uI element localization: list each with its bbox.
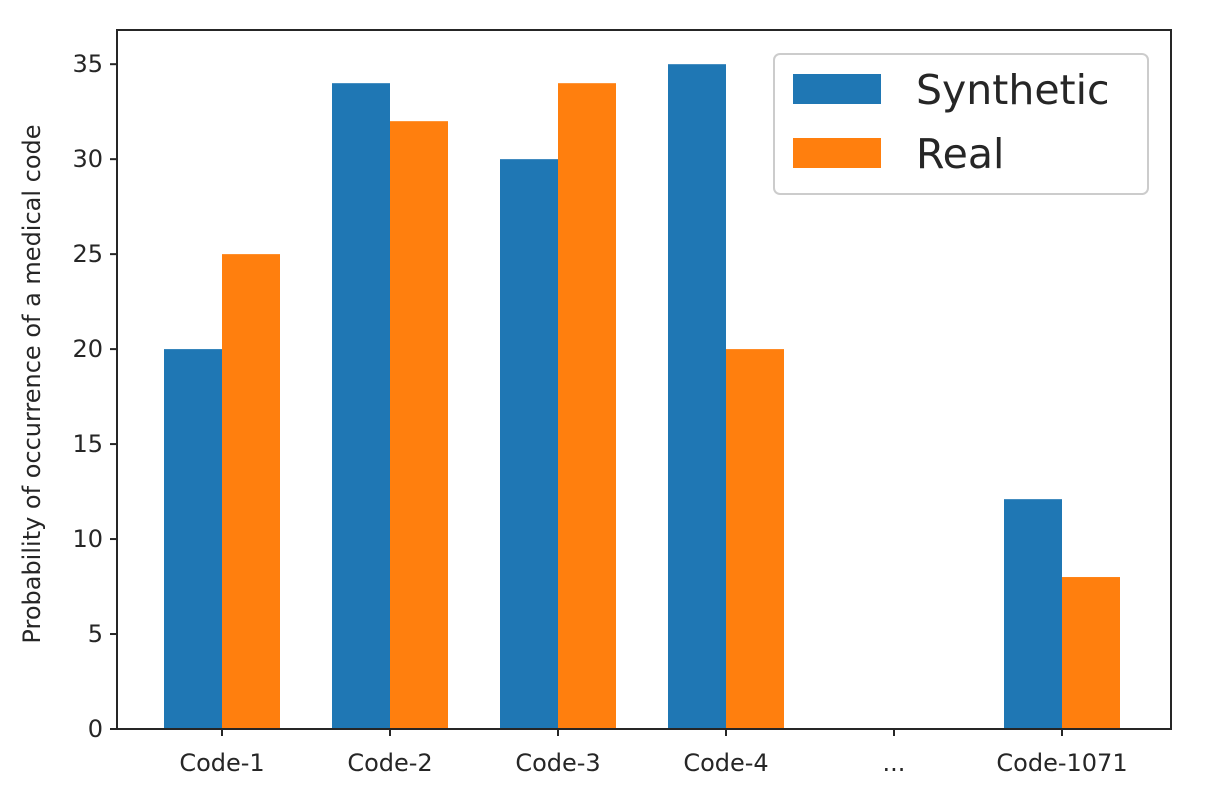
y-axis: 0 5 10 15 20 25 30 35 — [72, 50, 117, 743]
bar-real-2 — [558, 83, 616, 729]
legend-swatch-synthetic — [793, 74, 881, 104]
x-tick-label-0: Code-1 — [179, 749, 264, 777]
plot-frame — [116, 29, 1172, 730]
x-tick-label-4: ... — [883, 749, 906, 777]
bar-real-5 — [1062, 577, 1120, 729]
y-tick-label-2: 10 — [72, 525, 103, 553]
x-axis: Code-1 Code-2 Code-3 Code-4... Code-1071 — [179, 729, 1128, 777]
y-axis-label: Probability of occurrence of a medical c… — [18, 124, 46, 643]
x-tick-label-5: Code-1071 — [996, 749, 1127, 777]
bar-real-0 — [222, 254, 280, 729]
bar-synthetic-0 — [164, 349, 222, 729]
y-tick-label-3: 15 — [72, 430, 103, 458]
bar-synthetic-2 — [500, 159, 558, 730]
bar-synthetic-5 — [1004, 499, 1062, 729]
bar-synthetic-3 — [668, 64, 726, 730]
bar-real-1 — [390, 121, 448, 730]
y-tick-label-5: 25 — [72, 240, 103, 268]
x-tick-label-1: Code-2 — [347, 749, 432, 777]
x-tick-label-2: Code-3 — [515, 749, 600, 777]
bars-layer — [164, 64, 1120, 730]
y-tick-label-7: 35 — [72, 50, 103, 78]
y-tick-label-0: 0 — [88, 715, 103, 743]
y-tick-label-6: 30 — [72, 145, 103, 173]
legend: Synthetic Real — [773, 53, 1149, 195]
bar-real-3 — [726, 349, 784, 729]
x-tick-label-3: Code-4 — [683, 749, 768, 777]
legend-swatch-real — [793, 138, 881, 168]
legend-label-real: Real — [916, 130, 1004, 178]
legend-label-synthetic: Synthetic — [916, 66, 1110, 114]
bar-synthetic-1 — [332, 83, 390, 729]
y-tick-label-1: 5 — [88, 620, 103, 648]
y-tick-label-4: 20 — [72, 335, 103, 363]
